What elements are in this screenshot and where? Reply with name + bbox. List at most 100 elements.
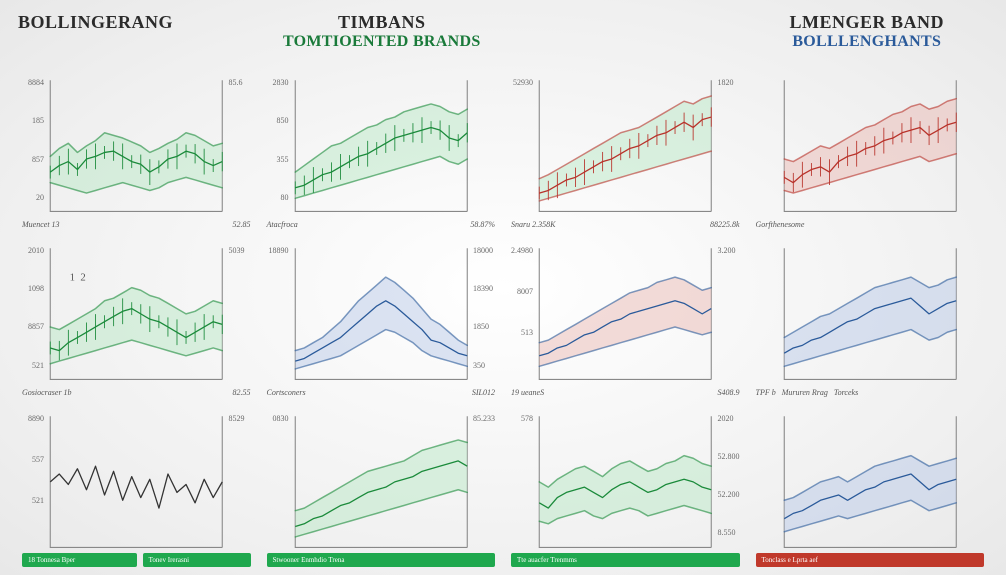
chart-svg [263, 244, 500, 384]
y-tick-label: 857 [32, 155, 44, 164]
panel-footer: 18 Tonnesa Bper Tonev Irerasni [18, 551, 255, 569]
chart-svg: 12 [18, 244, 255, 384]
panel-r2c2: 18890 18000 18390 1850 350 Cortsconers SIL012 [263, 244, 500, 402]
panel-footer: Atacfroca 58.87% [263, 216, 500, 234]
chart-svg [18, 76, 255, 216]
yaxis-left: 2.4980 8007 513 [505, 246, 533, 370]
y-tick-label: 80 [281, 193, 289, 202]
chart-svg [752, 76, 989, 216]
x-label: Muencet 13 [22, 220, 60, 229]
svg-text:1: 1 [70, 271, 75, 283]
footer-bar: Tonclass e Lprta aef [756, 553, 985, 567]
footer-bar: Tte auacfer Trenmms [511, 553, 740, 567]
panel-footer: Tte auacfer Trenmms [507, 551, 744, 569]
footer-bar: Tonev Irerasni [143, 553, 251, 567]
y-tick-label: 355 [277, 155, 289, 164]
y-tick-label: 2020 [718, 414, 734, 423]
y-tick-label: 2010 [28, 246, 44, 255]
yaxis-left: 2010 1098 8857 521 [16, 246, 44, 370]
footer-bar: 18 Tonnesa Bper [22, 553, 137, 567]
y-tick-label: 1098 [28, 284, 44, 293]
yaxis-left: 578 [505, 414, 533, 538]
yaxis-left [750, 78, 778, 202]
y-tick-label: 521 [32, 361, 44, 370]
y-tick-label: 52.800 [718, 452, 740, 461]
yaxis-right: 18000 18390 1850 350 [473, 246, 501, 370]
panel-footer: Stwooner Enmhdio Trena [263, 551, 500, 569]
yaxis-left [750, 414, 778, 538]
x-label-right: 88225.8k [710, 220, 740, 229]
y-tick-label: 350 [473, 361, 485, 370]
chart-svg [752, 244, 989, 384]
panel-r3c4: Tonclass e Lprta aef [752, 412, 989, 570]
panel-r3c1: 8890557521852918 Tonnesa BperTonev Irera… [18, 412, 255, 570]
header-col-2: TIMBANS TOMTIOENTED BRANDS [261, 12, 504, 51]
y-tick-label: 52930 [513, 78, 533, 87]
chart-svg [507, 244, 744, 384]
chart-svg [263, 412, 500, 552]
yaxis-right [962, 78, 990, 202]
y-tick-label: 8529 [229, 414, 245, 423]
header-col-4: LMENGER BAND BOLLLENGHANTS [746, 12, 989, 51]
y-tick-label: 8884 [28, 78, 44, 87]
y-tick-label: 20 [36, 193, 44, 202]
y-tick-label: 5039 [229, 246, 245, 255]
x-label: Atacfroca [267, 220, 298, 229]
x-label: TPF b [756, 388, 776, 397]
y-tick-label: 18000 [473, 246, 493, 255]
svg-text:2: 2 [80, 271, 85, 283]
panel-r2c1: 201010988857521503912Gosiocraser 1b82.55 [18, 244, 255, 402]
y-tick-label: 521 [32, 496, 44, 505]
yaxis-right: 202052.80052.2008.550 [718, 414, 746, 538]
x-label-right: 58.87% [470, 220, 495, 229]
y-tick-label: 8857 [28, 322, 44, 331]
yaxis-right [473, 78, 501, 202]
y-tick-label: 18890 [269, 246, 289, 255]
x-label-right: SIL012 [472, 388, 495, 397]
header-1-main: BOLLINGERANG [18, 12, 261, 33]
y-tick-label: 2830 [273, 78, 289, 87]
header-4-main: LMENGER BAND [746, 12, 989, 33]
y-tick-label: 85.233 [473, 414, 495, 423]
chart-svg [18, 412, 255, 552]
y-tick-label: 0830 [273, 414, 289, 423]
x-label-right: S408.9 [718, 388, 740, 397]
yaxis-right: 5039 [229, 246, 257, 370]
y-tick-label: 18390 [473, 284, 493, 293]
x-label-right: 82.55 [233, 388, 251, 397]
chart-svg [507, 412, 744, 552]
header-col-1: BOLLINGERANG [18, 12, 261, 33]
x-label: Gosiocraser 1b [22, 388, 72, 397]
y-tick-label: 1850 [473, 322, 489, 331]
page-root: BOLLINGERANG TIMBANS TOMTIOENTED BRANDS … [0, 0, 1006, 575]
panel-r1c2: 2830 850 355 80 Atacfroca 58.87% [263, 76, 500, 234]
y-tick-label: 850 [277, 116, 289, 125]
header-4-sub: BOLLLENGHANTS [746, 33, 989, 51]
panel-footer: Gorfthenesome [752, 216, 989, 234]
panel-footer: Tonclass e Lprta aef [752, 551, 989, 569]
panel-footer: TPF bMururen RragTorceks [752, 384, 989, 402]
yaxis-right: 85.6 [229, 78, 257, 202]
y-tick-label: 578 [521, 414, 533, 423]
panel-footer: 19 ueaneSS408.9 [507, 384, 744, 402]
yaxis-left [750, 246, 778, 370]
panel-footer: Muencet 1352.85 [18, 216, 255, 234]
x-label: Cortsconers [267, 388, 306, 397]
y-tick-label: 8890 [28, 414, 44, 423]
x-label: Gorfthenesome [756, 220, 805, 229]
y-tick-label: 513 [521, 328, 533, 337]
y-tick-label: 8007 [517, 287, 533, 296]
header-2-main: TIMBANS [261, 12, 504, 33]
panel-footer: Cortsconers SIL012 [263, 384, 500, 402]
y-tick-label: 1820 [718, 78, 734, 87]
panel-r1c4: Gorfthenesome [752, 76, 989, 234]
yaxis-left: 52930 [505, 78, 533, 202]
yaxis-right: 1820 [718, 78, 746, 202]
panel-r2c4: TPF bMururen RragTorceks [752, 244, 989, 402]
yaxis-right: 3.200 [718, 246, 746, 370]
y-tick-label: 2.4980 [511, 246, 533, 255]
yaxis-right: 85.233 [473, 414, 501, 538]
panel-r3c2: 0830 85.233 Stwooner Enmhdio Trena [263, 412, 500, 570]
chart-svg [263, 76, 500, 216]
panel-r2c3: 2.4980 8007 513 3.200 19 ueaneSS408.9 [507, 244, 744, 402]
